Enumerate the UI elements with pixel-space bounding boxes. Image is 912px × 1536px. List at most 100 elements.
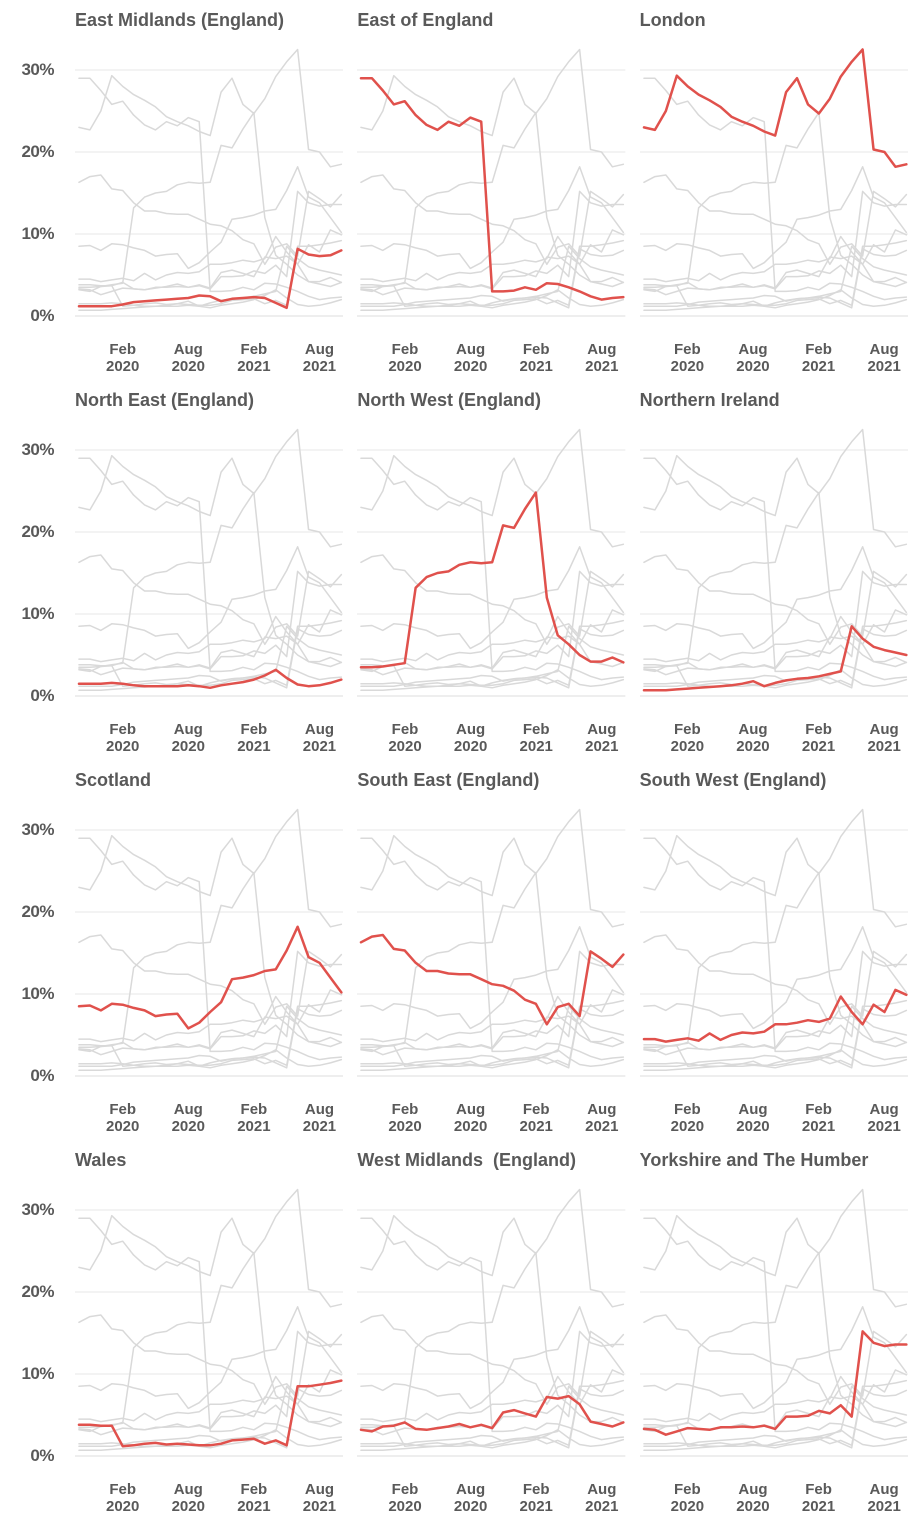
region-panel: East Midlands (England) Feb 2020 Aug 2020 F… — [75, 10, 343, 376]
series-line-highlight — [79, 927, 341, 1029]
x-tick-label: Aug 2021 — [585, 721, 619, 756]
x-axis: Feb 2020 Aug 2020 Feb 2021 Aug 2021 — [357, 1094, 625, 1136]
series-line-other — [644, 167, 906, 269]
x-tick-label: Aug 2021 — [302, 721, 337, 756]
y-axis-label: 20% — [21, 902, 54, 921]
series-line-other — [79, 547, 341, 649]
series-line-other — [79, 246, 341, 310]
series-line-other — [361, 1315, 623, 1404]
region-panel: London Feb 2020 Aug 2020 Feb 2021 Aug 2021 — [639, 10, 908, 376]
x-axis: Feb 2020 Aug 2020 Feb 2021 Aug 2021 — [640, 334, 908, 376]
region-panel: Northern Ireland Feb 2020 Aug 2020 Feb 2021… — [639, 390, 908, 756]
y-axis-label: 0% — [30, 306, 54, 325]
region-panel: Scotland Feb 2020 Aug 2020 Feb 2021 Aug 2021 — [75, 770, 343, 1136]
panel-row: 30% 20% 10% 0% Scotland Feb 2020 Aug 2020 Feb 2… — [0, 770, 908, 1136]
series-line-other — [79, 990, 341, 1042]
y-axis-label: 20% — [21, 522, 54, 541]
series-line-other — [644, 927, 906, 1029]
series-line-other — [644, 571, 906, 674]
series-line-highlight — [79, 1381, 341, 1447]
series-line-highlight — [79, 670, 341, 688]
series-line-other — [644, 670, 906, 688]
x-axis: Feb 2020 Aug 2020 Feb 2021 Aug 2021 — [75, 334, 343, 376]
x-tick-label: Feb 2020 — [106, 341, 140, 376]
panel-row: 30% 20% 10% 0% North East (England) Feb 2020 A… — [0, 390, 908, 756]
x-tick-label: Feb 2021 — [519, 1101, 553, 1136]
line-chart — [640, 424, 908, 714]
series-line-other — [644, 175, 906, 264]
series-line-other — [79, 191, 341, 294]
panel-title: East of England — [357, 10, 494, 30]
series-line-other — [644, 1381, 906, 1447]
x-tick-label: Aug 2021 — [585, 1481, 619, 1516]
x-tick-label: Aug 2020 — [171, 721, 205, 756]
series-line-other — [361, 430, 623, 547]
y-axis-label: 10% — [21, 224, 54, 243]
series-line-other — [361, 246, 623, 310]
series-line-other — [361, 1381, 623, 1447]
x-tick-label: Feb 2021 — [801, 1101, 836, 1136]
panel-row: 30% 20% 10% 0% Wales Feb 2020 Aug 2020 Feb 2021… — [0, 1150, 908, 1516]
series-line-highlight — [361, 493, 623, 668]
series-line-highlight — [361, 935, 623, 1024]
series-line-other — [79, 1370, 341, 1422]
x-tick-label: Aug 2021 — [867, 1101, 901, 1136]
region-panel: North East (England) Feb 2020 Aug 2020 Feb … — [75, 390, 343, 756]
y-axis-label: 10% — [21, 1364, 54, 1383]
series-line-other — [79, 167, 341, 269]
x-tick-label: Feb 2020 — [388, 721, 422, 756]
x-tick-label: Aug 2020 — [736, 1481, 770, 1516]
x-tick-label: Aug 2021 — [867, 1481, 901, 1516]
x-tick-label: Aug 2021 — [867, 721, 901, 756]
y-axis-label: 10% — [21, 604, 54, 623]
x-tick-label: Aug 2020 — [736, 721, 770, 756]
x-tick-label: Aug 2021 — [302, 1481, 337, 1516]
series-line-other — [644, 1430, 906, 1448]
x-tick-label: Aug 2021 — [302, 341, 337, 376]
x-tick-label: Feb 2021 — [237, 721, 271, 756]
panel-title: South West (England) — [639, 770, 827, 790]
series-line-other — [361, 555, 623, 644]
series-line-other — [361, 626, 623, 690]
region-panel: West Midlands (England) Feb 2020 Aug 2020 F… — [357, 1150, 625, 1516]
series-line-highlight — [644, 1331, 906, 1434]
series-line-other — [79, 458, 341, 679]
series-line-highlight — [79, 249, 341, 308]
series-line-highlight — [644, 626, 906, 690]
series-line-other — [361, 571, 623, 674]
series-line-other — [361, 670, 623, 688]
line-chart — [640, 44, 908, 334]
series-line-other — [644, 430, 906, 547]
series-line-other — [644, 1315, 906, 1404]
series-line-other — [79, 555, 341, 644]
series-line-other — [79, 838, 341, 1059]
series-line-other — [361, 241, 623, 307]
series-line-other — [361, 810, 623, 927]
series-line-other — [644, 1190, 906, 1307]
series-line-other — [79, 430, 341, 547]
series-line-other — [361, 458, 623, 679]
x-axis: Feb 2020 Aug 2020 Feb 2021 Aug 2021 — [75, 1094, 343, 1136]
series-line-other — [644, 230, 906, 282]
series-line-other — [79, 241, 341, 307]
region-panel: Yorkshire and The Humber Feb 2020 Aug 2020… — [639, 1150, 908, 1516]
series-line-other — [79, 1386, 341, 1450]
x-axis: Feb 2020 Aug 2020 Feb 2021 Aug 2021 — [640, 714, 908, 756]
series-line-other — [644, 191, 906, 294]
x-tick-label: Aug 2020 — [171, 341, 205, 376]
x-tick-label: Aug 2020 — [453, 721, 488, 756]
panel-title: Wales — [75, 1150, 127, 1170]
series-line-other — [644, 1001, 906, 1067]
panel-row: 30% 20% 10% 0% East Midlands (England) Feb 20… — [0, 10, 908, 376]
line-chart — [75, 804, 343, 1094]
y-axis: 30% 20% 10% 0% — [0, 770, 61, 1136]
x-axis: Feb 2020 Aug 2020 Feb 2021 Aug 2021 — [357, 1474, 625, 1516]
series-line-other — [644, 610, 906, 662]
x-axis: Feb 2020 Aug 2020 Feb 2021 Aug 2021 — [75, 1474, 343, 1516]
series-line-other — [361, 547, 623, 649]
y-axis-label: 10% — [21, 984, 54, 1003]
x-axis: Feb 2020 Aug 2020 Feb 2021 Aug 2021 — [640, 1474, 908, 1516]
series-line-other — [79, 1218, 341, 1439]
series-line-other — [79, 951, 341, 1054]
series-line-other — [79, 810, 341, 927]
